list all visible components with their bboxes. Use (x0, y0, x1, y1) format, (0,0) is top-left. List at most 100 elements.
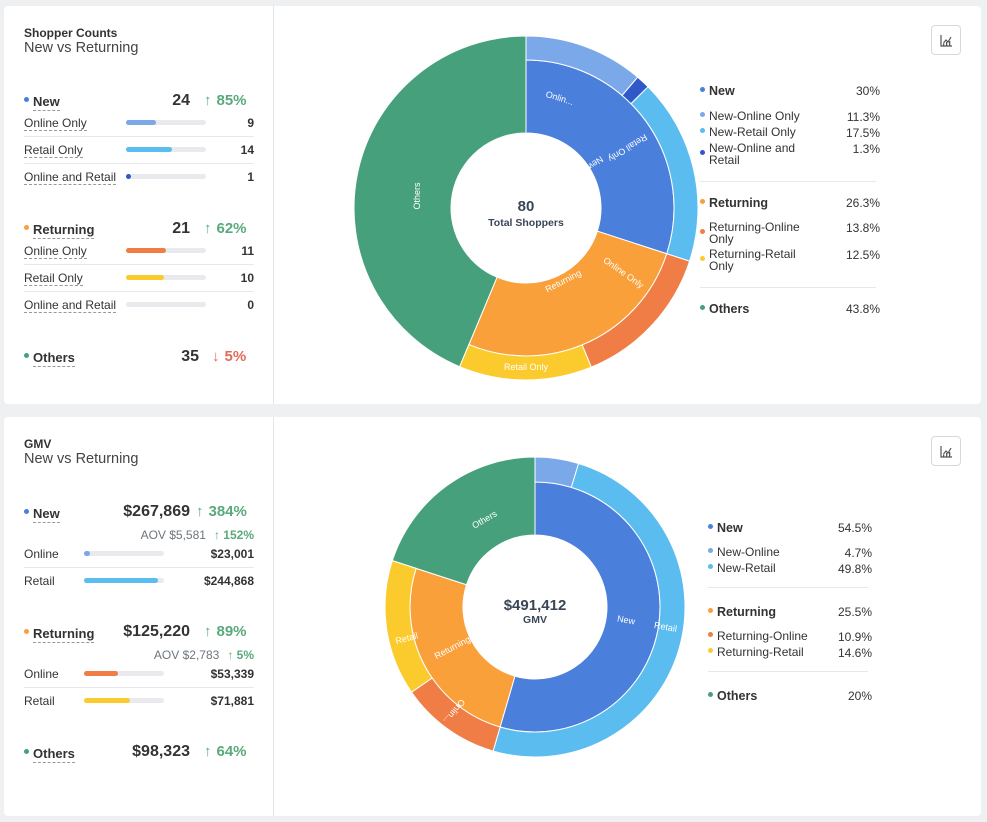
progress-bar (84, 698, 164, 703)
shopper-chart-pane: Onlin... Retail Only New Returning Onlin… (274, 6, 981, 404)
progress-bar (126, 120, 206, 125)
progress-bar (126, 147, 206, 152)
sub-online-only[interactable]: Online Only (24, 244, 87, 259)
returning-dot-icon (24, 629, 29, 635)
sub-online-and-retail[interactable]: Online and Retail (24, 298, 117, 313)
group-new[interactable]: New (24, 93, 60, 111)
card-title: Shopper Counts (24, 26, 118, 40)
legend-returning-online-only[interactable]: Returning-Online Only (700, 221, 800, 245)
gmv-summary-pane: GMV New vs Returning New $267,869 ↑ 384% … (4, 417, 274, 816)
legend-pct: 26.3% (845, 196, 880, 210)
segment-label-new: New (616, 614, 636, 627)
sub-value: 1 (247, 170, 254, 184)
sub-retail-only[interactable]: Retail Only (24, 271, 83, 286)
sub-online: Online (24, 667, 59, 681)
progress-bar (84, 671, 164, 676)
sub-value: $23,001 (210, 547, 254, 561)
aov-new: AOV $5,581 ↑ 152% (140, 528, 254, 542)
others-dot-icon (24, 749, 29, 755)
gmv-chart-pane: New Retail Returning Onlin... Retail Oth… (274, 417, 981, 816)
center-total-label: GMV (523, 614, 547, 626)
legend-pct: 20% (847, 689, 872, 703)
legend-pct: 1.3% (852, 142, 880, 156)
sub-online-and-retail[interactable]: Online and Retail (24, 170, 117, 185)
legend-others[interactable]: Others (708, 689, 757, 703)
legend-new[interactable]: New (708, 521, 743, 535)
divider (24, 264, 254, 265)
group-returning-label[interactable]: Returning (33, 222, 95, 239)
segment-label-retail-only-ret: Retail Only (504, 362, 549, 372)
legend-pct: 43.8% (845, 302, 880, 316)
divider (24, 567, 254, 568)
group-others[interactable]: Others (24, 745, 75, 763)
card-subtitle: New vs Returning (24, 451, 139, 467)
donut-segment-others[interactable] (353, 35, 527, 368)
chart-settings-button[interactable] (931, 436, 961, 466)
legend-new-online-and-retail[interactable]: New-Online and Retail (700, 142, 795, 166)
arrow-down-icon: ↓ (212, 348, 220, 365)
divider (24, 291, 254, 292)
legend-returning-retail[interactable]: Returning-Retail (708, 646, 804, 658)
aov-returning: AOV $2,783 ↑ 5% (153, 648, 254, 662)
progress-bar (84, 578, 164, 583)
arrow-up-icon: ↑ (204, 623, 212, 640)
group-returning-change: ↑ 62% (204, 220, 247, 237)
legend-pct: 49.8% (837, 562, 872, 576)
group-others-value: $98,323 (132, 743, 190, 760)
segment-label-others: Others (412, 182, 422, 210)
legend-new-retail-only[interactable]: New-Retail Only (700, 126, 796, 138)
legend-returning[interactable]: Returning (708, 605, 776, 619)
donut-segment-returning-retail[interactable] (384, 560, 433, 693)
legend-others[interactable]: Others (700, 302, 749, 316)
legend-returning-online[interactable]: Returning-Online (708, 630, 808, 642)
group-returning-label[interactable]: Returning (33, 626, 95, 643)
group-others[interactable]: Others (24, 349, 75, 367)
legend-new-retail[interactable]: New-Retail (708, 562, 776, 574)
legend-new[interactable]: New (700, 84, 735, 98)
donut-segment-others[interactable] (391, 456, 536, 586)
group-returning-change: ↑ 89% (204, 623, 247, 640)
progress-bar (84, 551, 164, 556)
returning-dot-icon (24, 225, 29, 231)
sub-value: 9 (247, 116, 254, 130)
sub-retail-only[interactable]: Retail Only (24, 143, 83, 158)
group-new-label[interactable]: New (33, 506, 60, 523)
group-others-label[interactable]: Others (33, 746, 75, 763)
sub-value: $71,881 (210, 694, 254, 708)
group-new-label[interactable]: New (33, 94, 60, 111)
new-dot-icon (24, 97, 29, 103)
progress-bar (126, 174, 206, 179)
group-new-change: ↑ 384% (196, 503, 247, 520)
legend-new-online-only[interactable]: New-Online Only (700, 110, 800, 122)
group-returning[interactable]: Returning (24, 221, 95, 239)
sub-value: 10 (240, 271, 254, 285)
legend-pct: 11.3% (846, 110, 880, 124)
chart-settings-button[interactable] (931, 25, 961, 55)
card-subtitle: New vs Returning (24, 40, 139, 56)
group-returning[interactable]: Returning (24, 625, 95, 643)
shopper-summary-pane: Shopper Counts New vs Returning New 24 ↑… (4, 6, 274, 404)
group-others-value: 35 (181, 348, 199, 365)
center-total-label: Total Shoppers (488, 217, 564, 229)
divider (708, 587, 868, 588)
progress-bar (126, 248, 206, 253)
group-others-label[interactable]: Others (33, 350, 75, 367)
others-dot-icon (24, 353, 29, 359)
arrow-up-icon: ↑ (196, 503, 204, 520)
card-title: GMV (24, 437, 52, 451)
sub-online-only[interactable]: Online Only (24, 116, 87, 131)
sub-online: Online (24, 547, 59, 561)
sub-retail: Retail (24, 694, 55, 708)
shopper-counts-card: Shopper Counts New vs Returning New 24 ↑… (4, 6, 981, 404)
divider (700, 181, 876, 182)
legend-returning-retail-only[interactable]: Returning-Retail Only (700, 248, 796, 272)
sub-value: 0 (247, 298, 254, 312)
group-returning-value: $125,220 (123, 623, 190, 640)
group-new[interactable]: New (24, 505, 60, 523)
progress-bar (126, 275, 206, 280)
divider (708, 671, 868, 672)
legend-returning[interactable]: Returning (700, 196, 768, 210)
group-returning-value: 21 (172, 220, 190, 237)
donut-segment-returning-retail-only[interactable] (458, 343, 592, 381)
legend-new-online[interactable]: New-Online (708, 546, 780, 558)
